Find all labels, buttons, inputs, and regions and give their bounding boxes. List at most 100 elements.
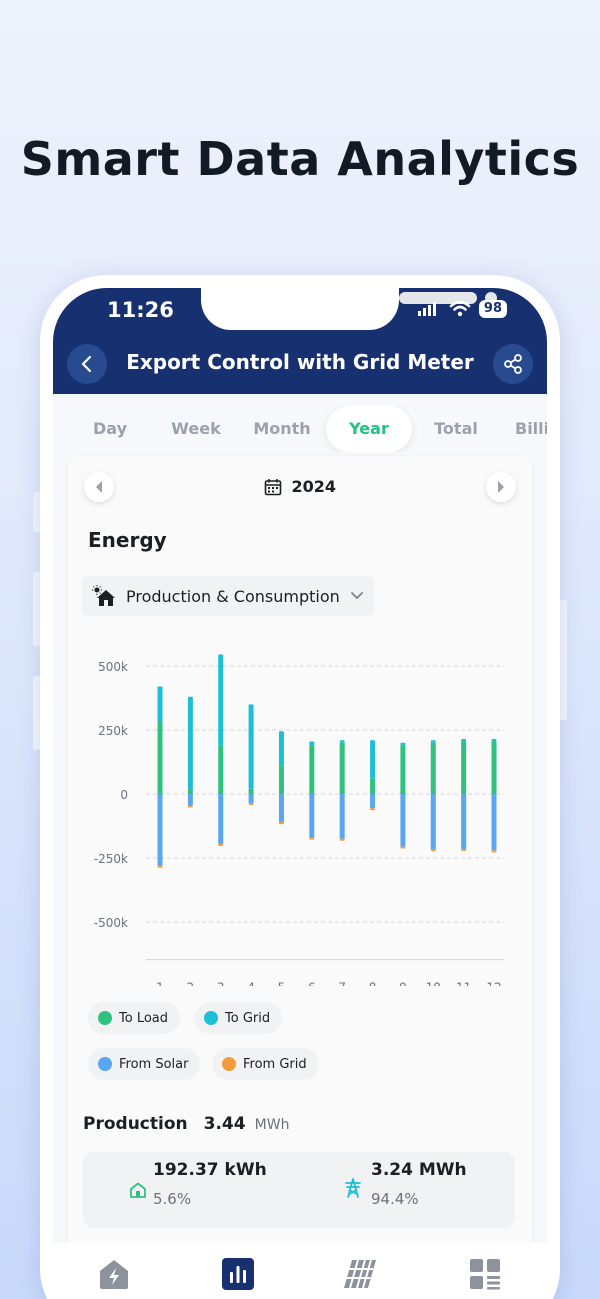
tab-week[interactable]: Week <box>171 419 221 438</box>
legend-item-to-load[interactable]: To Load <box>88 1002 181 1034</box>
analytics-icon[interactable] <box>221 1257 255 1291</box>
bar-to-grid[interactable] <box>309 741 315 746</box>
bar-from-solar[interactable] <box>461 794 467 850</box>
bar-to-load[interactable] <box>400 745 406 794</box>
bar-to-load[interactable] <box>461 741 467 794</box>
tab-day[interactable]: Day <box>92 419 127 438</box>
legend-label: From Grid <box>243 1056 307 1072</box>
x-tick-label: 8 <box>369 981 377 986</box>
bar-from-grid[interactable] <box>400 846 406 849</box>
chart-type-dropdown[interactable]: Production & Consumption <box>82 576 374 616</box>
bar-to-load[interactable] <box>491 741 497 794</box>
prev-period-button[interactable] <box>84 472 114 502</box>
bar-to-grid[interactable] <box>339 740 345 743</box>
bar-from-grid[interactable] <box>157 865 163 868</box>
bar-from-solar[interactable] <box>339 794 345 839</box>
bar-to-grid[interactable] <box>461 738 467 742</box>
bar-to-load[interactable] <box>187 788 193 794</box>
house-icon <box>130 1182 146 1198</box>
y-tick-label: 0 <box>120 788 128 802</box>
bar-to-load[interactable] <box>278 765 284 794</box>
bar-to-load[interactable] <box>157 721 163 794</box>
bar-from-grid[interactable] <box>218 843 224 846</box>
legend-item-from-solar[interactable]: From Solar <box>88 1048 201 1080</box>
bar-to-load[interactable] <box>218 745 224 794</box>
bar-from-solar[interactable] <box>400 794 406 847</box>
share-button[interactable] <box>493 344 533 384</box>
tab-year[interactable]: Year <box>326 406 412 452</box>
bar-to-grid[interactable] <box>248 704 254 789</box>
legend-item-from-grid[interactable]: From Grid <box>212 1048 319 1080</box>
bar-to-grid[interactable] <box>187 696 193 789</box>
solar-panel-icon[interactable] <box>343 1257 377 1291</box>
tab-month[interactable]: Month <box>253 419 311 438</box>
bar-from-grid[interactable] <box>339 838 345 841</box>
bar-from-solar[interactable] <box>278 794 284 823</box>
bar-from-solar[interactable] <box>218 794 224 844</box>
bar-to-load[interactable] <box>309 745 315 794</box>
to-grid-value: 3.24 MWh <box>371 1160 467 1180</box>
bar-to-grid[interactable] <box>430 740 436 743</box>
bar-from-solar[interactable] <box>187 794 193 806</box>
bar-from-grid[interactable] <box>278 822 284 825</box>
signal-icon <box>417 302 436 316</box>
bar-to-load[interactable] <box>339 742 345 794</box>
bar-to-load[interactable] <box>430 742 436 794</box>
bar-to-grid[interactable] <box>157 686 163 722</box>
bar-to-load[interactable] <box>248 788 254 794</box>
legend-item-to-grid[interactable]: To Grid <box>194 1002 283 1034</box>
bar-from-solar[interactable] <box>157 794 163 866</box>
header-bar: 11:26 98 Export Control with Grid Meter <box>53 288 547 394</box>
bar-to-grid[interactable] <box>218 654 224 746</box>
side-button <box>559 600 567 720</box>
x-tick-label: 3 <box>217 981 225 986</box>
bar-from-grid[interactable] <box>187 805 193 808</box>
home-icon[interactable] <box>97 1257 131 1291</box>
side-button <box>33 676 41 750</box>
chevron-left-icon <box>81 355 92 373</box>
y-tick-label: 500k <box>98 660 128 674</box>
legend-label: To Load <box>119 1010 169 1026</box>
tab-total[interactable]: Total <box>434 419 478 438</box>
x-tick-label: 7 <box>338 981 346 986</box>
production-to-load: 192.37 kWh 5.6% <box>153 1160 267 1208</box>
x-tick-label: 6 <box>308 981 316 986</box>
bar-from-solar[interactable] <box>309 794 315 838</box>
bar-from-grid[interactable] <box>248 802 254 805</box>
bar-from-solar[interactable] <box>370 794 376 809</box>
y-tick-label: -500k <box>94 916 128 930</box>
bar-to-grid[interactable] <box>278 731 284 766</box>
bar-to-grid[interactable] <box>400 742 406 746</box>
bar-to-grid[interactable] <box>491 738 497 742</box>
bar-from-grid[interactable] <box>491 850 497 853</box>
bar-from-grid[interactable] <box>370 808 376 811</box>
period-tabs: Day Week Month Year Total Billi <box>53 406 547 452</box>
next-period-button[interactable] <box>486 472 516 502</box>
x-tick-label: 9 <box>399 981 407 986</box>
x-tick-label: 4 <box>247 981 255 986</box>
x-tick-label: 11 <box>456 981 471 986</box>
triangle-right-icon <box>498 481 504 493</box>
tab-billing[interactable]: Billi <box>515 419 547 438</box>
bar-from-solar[interactable] <box>430 794 436 850</box>
production-unit: MWh <box>254 1117 290 1133</box>
legend-dot <box>98 1057 112 1071</box>
production-to-grid: 3.24 MWh 94.4% <box>371 1160 467 1208</box>
period-selector[interactable]: 2024 <box>68 476 532 496</box>
bar-from-grid[interactable] <box>461 849 467 852</box>
y-tick-label: -250k <box>94 852 128 866</box>
notch <box>201 288 497 330</box>
back-button[interactable] <box>67 344 107 384</box>
bar-from-grid[interactable] <box>430 849 436 852</box>
battery-icon: 98 <box>478 300 507 318</box>
bar-from-grid[interactable] <box>309 837 315 840</box>
bar-from-solar[interactable] <box>491 794 497 851</box>
transmission-tower-icon <box>345 1178 361 1198</box>
apps-icon[interactable] <box>468 1257 502 1291</box>
bottom-nav <box>53 1243 547 1299</box>
bar-to-load[interactable] <box>370 778 376 794</box>
bar-from-solar[interactable] <box>248 794 254 803</box>
status-time: 11:26 <box>107 298 174 322</box>
bar-to-grid[interactable] <box>370 740 376 779</box>
x-tick-label: 5 <box>278 981 286 986</box>
